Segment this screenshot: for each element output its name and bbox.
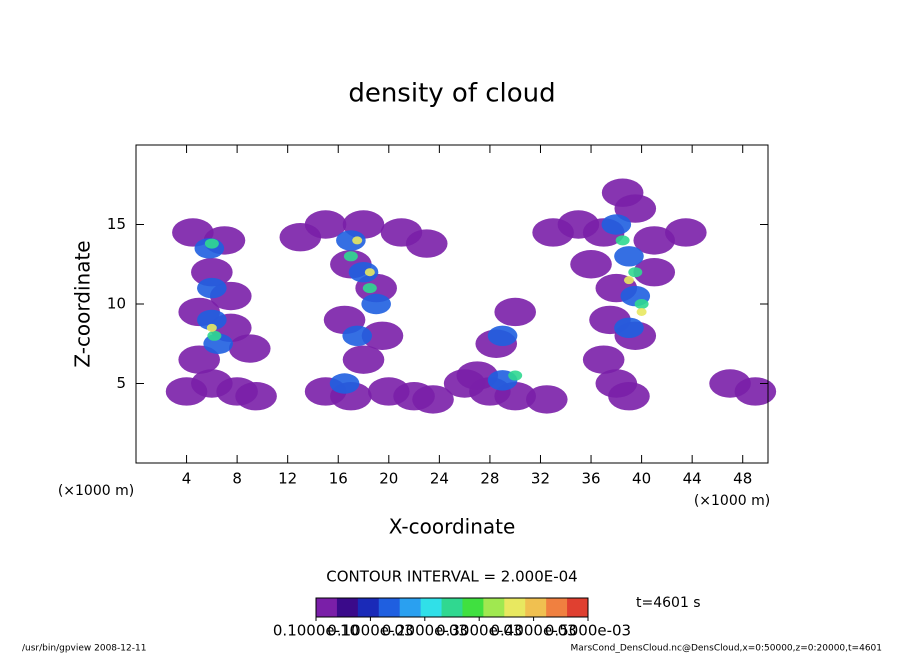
- colorbar-tick-label: 0.4000e-03: [490, 622, 576, 640]
- density-cell: [405, 229, 448, 258]
- colorbar-swatch: [546, 598, 568, 617]
- density-cell: [235, 382, 277, 411]
- density-cell: [361, 321, 404, 350]
- density-cell: [734, 377, 777, 406]
- x-axis-label: X-coordinate: [389, 515, 516, 539]
- density-cell: [329, 373, 360, 394]
- x-tick-label: 24: [430, 470, 449, 488]
- density-cell: [633, 226, 676, 255]
- colorbar-swatch: [441, 598, 463, 617]
- density-cell: [633, 258, 676, 287]
- x-tick-label: 8: [232, 470, 242, 488]
- y-tick-label: 5: [116, 374, 126, 392]
- density-cell: [614, 194, 657, 223]
- y-unit: (×1000 m): [58, 483, 134, 499]
- density-cell: [615, 235, 630, 246]
- density-cell: [342, 345, 385, 374]
- footer-right: MarsCond_DensCloud.nc@DensCloud,x=0:5000…: [571, 644, 883, 654]
- contour-interval: CONTOUR INTERVAL = 2.000E-04: [326, 568, 577, 586]
- density-cell: [614, 317, 644, 339]
- density-cell: [634, 299, 649, 309]
- density-cell: [228, 334, 271, 363]
- colorbar-swatch: [420, 598, 443, 617]
- colorbar-swatch: [567, 598, 589, 617]
- y-tick-label: 15: [107, 215, 126, 233]
- y-axis-label: Z-coordinate: [71, 240, 95, 367]
- density-cell: [487, 325, 518, 346]
- colorbar-swatch: [378, 598, 401, 617]
- colorbar-tick-label: 0.1000e-03: [327, 622, 413, 640]
- density-cell: [352, 236, 363, 245]
- colorbar-swatch: [399, 598, 422, 617]
- x-tick-label: 16: [329, 470, 348, 488]
- x-tick-label: 40: [632, 470, 651, 488]
- density-cell: [191, 258, 233, 287]
- density-cell: [207, 330, 222, 341]
- density-cell: [628, 267, 643, 278]
- x-unit: (×1000 m): [694, 493, 770, 509]
- density-cell: [361, 293, 391, 315]
- density-cell: [197, 309, 227, 331]
- density-cell: [197, 277, 227, 299]
- colorbar-tick-label: 0.5000e-03: [545, 622, 631, 640]
- colorbar-frame: [315, 597, 589, 618]
- density-cell: [348, 262, 379, 283]
- density-cell: [508, 370, 523, 381]
- density-cell: [526, 385, 568, 414]
- colorbar-swatch: [357, 598, 380, 617]
- density-cell: [608, 382, 650, 411]
- density-cell: [343, 251, 358, 262]
- density-cell: [636, 307, 647, 316]
- density-cell: [336, 230, 366, 251]
- x-tick-label: 36: [581, 470, 600, 488]
- density-cell: [342, 325, 373, 346]
- colorbar-swatch: [336, 598, 359, 617]
- density-cell: [362, 283, 377, 294]
- y-tick-label: 10: [107, 295, 126, 313]
- colorbar-tick-label: 0.3000e-03: [436, 622, 522, 640]
- x-tick-label: 20: [379, 470, 398, 488]
- density-cell: [456, 361, 499, 390]
- colorbar-swatch: [316, 598, 338, 617]
- density-cell: [570, 250, 612, 279]
- time-label: t=4601 s: [636, 595, 701, 611]
- x-tick-label: 48: [733, 470, 752, 488]
- density-cell: [178, 345, 220, 374]
- chart-title: density of cloud: [348, 79, 555, 109]
- density-cell: [165, 377, 208, 406]
- colorbar-tick-label: 0.1000e-10: [273, 622, 359, 640]
- density-cell: [204, 238, 219, 249]
- density-cell: [582, 345, 625, 374]
- density-cell: [665, 218, 707, 247]
- x-tick-label: 44: [683, 470, 702, 488]
- colorbar-swatch: [525, 598, 547, 617]
- density-cell: [206, 323, 217, 332]
- density-cell: [601, 214, 632, 235]
- colorbar-swatch: [504, 598, 526, 617]
- colorbar-tick-label: 0.2000e-03: [382, 622, 468, 640]
- x-tick-label: 32: [531, 470, 550, 488]
- density-cell: [494, 297, 536, 327]
- density-cell: [412, 385, 454, 414]
- density-cell: [304, 210, 347, 239]
- density-cell: [623, 276, 634, 285]
- density-cell: [614, 246, 644, 267]
- footer-left: /usr/bin/gpview 2008-12-11: [22, 644, 146, 654]
- x-tick-label: 4: [182, 470, 192, 488]
- x-tick-label: 28: [480, 470, 499, 488]
- density-cell: [557, 210, 600, 239]
- density-cell: [364, 268, 375, 277]
- x-tick-label: 12: [278, 470, 297, 488]
- plot-area: [165, 178, 777, 414]
- colorbar-swatch: [462, 598, 484, 617]
- colorbar-swatch: [483, 598, 505, 617]
